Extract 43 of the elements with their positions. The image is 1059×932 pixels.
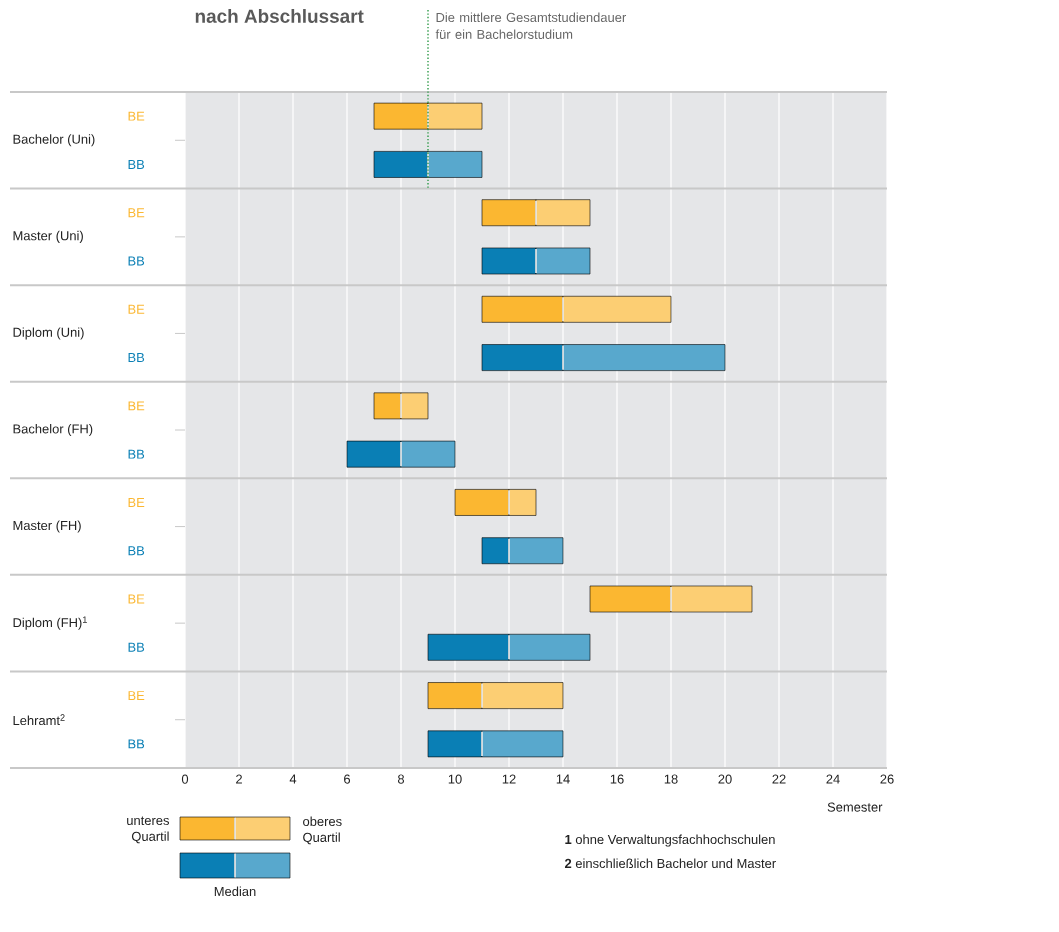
text: BB bbox=[128, 449, 145, 459]
y-tick-label: Master (Uni) bbox=[13, 230, 83, 243]
text: Median bbox=[214, 886, 256, 897]
y-tick-label: Diplom (FH)$^{1}$ bbox=[13, 616, 87, 630]
text: BE bbox=[128, 401, 145, 411]
x-tick-label: 0 bbox=[181, 774, 189, 784]
x-tick-label: 16 bbox=[610, 774, 624, 784]
y-tick-label: Bachelor (FH) bbox=[13, 423, 93, 437]
x-tick-label: 2 bbox=[236, 774, 242, 784]
text: BE bbox=[128, 497, 145, 507]
text: BB bbox=[128, 546, 145, 556]
x-tick-label: 24 bbox=[826, 774, 840, 784]
y-tick-label: Bachelor (Uni) bbox=[13, 134, 95, 147]
x-axis-title: Semester bbox=[827, 802, 883, 812]
x-tick-label: 6 bbox=[344, 774, 351, 784]
x-tick-label: 12 bbox=[502, 774, 516, 784]
x-tick-label: 18 bbox=[664, 774, 678, 784]
x-tick-label: 20 bbox=[718, 774, 732, 784]
text: BB bbox=[128, 739, 145, 749]
text: BE bbox=[128, 594, 145, 604]
x-tick-label: 26 bbox=[880, 774, 894, 784]
x-tick-label: 10 bbox=[448, 774, 462, 784]
chart-title: nach Abschlussart bbox=[195, 9, 364, 23]
x-tick-label: 14 bbox=[556, 774, 570, 784]
text: BE bbox=[128, 111, 145, 121]
x-tick-label: 8 bbox=[397, 774, 405, 784]
text: BB bbox=[128, 642, 145, 652]
text: BE bbox=[128, 304, 145, 314]
text: BE bbox=[128, 691, 145, 701]
text: unteres Quartil bbox=[127, 816, 170, 844]
text: oberes Quartil bbox=[303, 816, 342, 845]
text: BB bbox=[128, 159, 145, 169]
text: BE bbox=[128, 208, 145, 218]
y-tick-label: Diplom (Uni) bbox=[13, 327, 84, 340]
text: 2 einschließlich Bachelor und Master bbox=[564, 858, 776, 869]
ref-line-label: Die mittlere Gesamtstudiendauer für ein Bachelorstudium bbox=[435, 12, 627, 39]
x-tick-label: 4 bbox=[289, 774, 297, 784]
text: BB bbox=[128, 256, 145, 266]
y-tick-label: Lehramt$^{2}$ bbox=[13, 714, 65, 726]
text: BB bbox=[128, 353, 145, 363]
y-tick-label: Master (FH) bbox=[13, 520, 81, 533]
text: 1 ohne Verwaltungsfachhochschulen bbox=[565, 834, 775, 847]
x-tick-label: 22 bbox=[772, 774, 786, 784]
